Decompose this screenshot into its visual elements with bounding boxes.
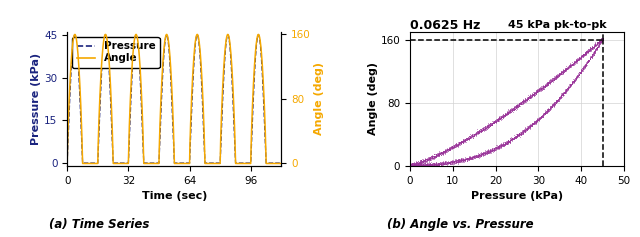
Y-axis label: Angle (deg): Angle (deg)	[367, 62, 378, 136]
X-axis label: Pressure (kPa): Pressure (kPa)	[471, 191, 563, 201]
Text: 45 kPa pk-to-pk: 45 kPa pk-to-pk	[508, 20, 607, 30]
Text: (a) Time Series: (a) Time Series	[49, 218, 149, 231]
Legend: Pressure, Angle: Pressure, Angle	[72, 37, 159, 68]
Y-axis label: Angle (deg): Angle (deg)	[314, 62, 324, 136]
Text: 0.0625 Hz: 0.0625 Hz	[410, 19, 480, 32]
X-axis label: Time (sec): Time (sec)	[141, 191, 207, 201]
Y-axis label: Pressure (kPa): Pressure (kPa)	[31, 53, 42, 145]
Text: (b) Angle vs. Pressure: (b) Angle vs. Pressure	[387, 218, 534, 231]
